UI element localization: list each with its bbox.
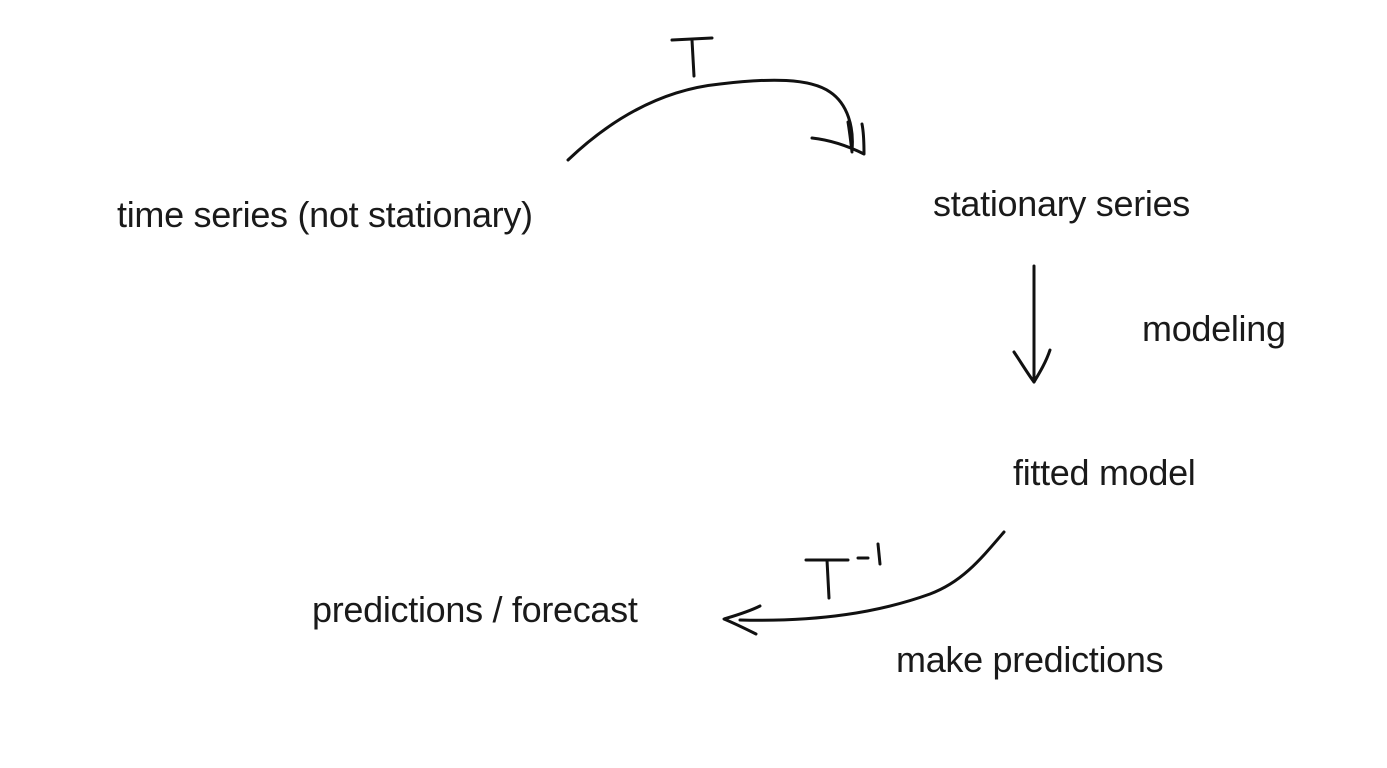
stationary-series-node: stationary series	[933, 183, 1191, 224]
inverse-transform-arrowhead	[722, 604, 762, 636]
inverse-symbol-stem	[825, 558, 831, 600]
predictions-node: predictions / forecast	[312, 589, 638, 630]
time-series-node: time series (not stationary)	[117, 194, 533, 235]
transform-symbol	[670, 36, 714, 78]
inverse-transform-arrow	[738, 530, 1006, 622]
transform-arrowhead	[810, 120, 866, 156]
modeling-edge-label: modeling	[1142, 308, 1286, 349]
modeling-arrowhead	[1012, 348, 1052, 384]
inverse-transform-symbol	[804, 542, 882, 600]
fitted-model-node: fitted model	[1013, 452, 1196, 493]
transform-arrow	[566, 78, 854, 162]
inverse-symbol-one	[876, 542, 882, 566]
transform-symbol-stem	[690, 38, 696, 78]
make-predictions-edge-label: make predictions	[896, 639, 1164, 680]
